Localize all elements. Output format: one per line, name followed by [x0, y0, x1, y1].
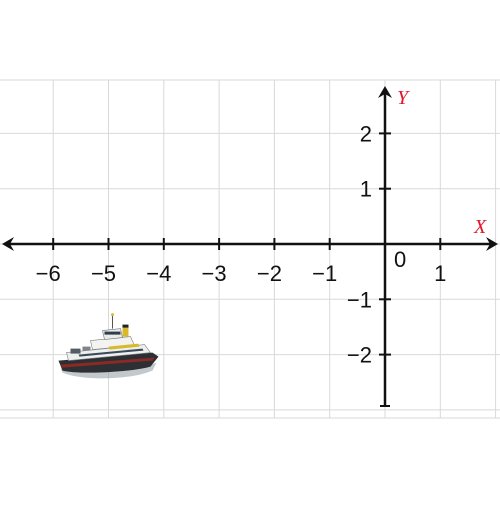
y-tick-label: −1 [347, 287, 372, 312]
origin-label: 0 [394, 247, 406, 272]
y-axis-arrow-up-icon [378, 86, 392, 98]
x-axis-arrow-right-icon [486, 237, 498, 251]
y-tick-label: −2 [347, 343, 372, 368]
tick-labels: −6 −5 −4 −3 −2 −1 1 2 1 −1 −2 [36, 121, 447, 367]
x-tick-label: −5 [91, 261, 116, 286]
x-tick-label: −4 [146, 261, 171, 286]
x-tick-label: 1 [434, 261, 446, 286]
y-tick-label: 1 [360, 177, 372, 202]
y-axis-label: Y [397, 87, 410, 109]
x-tick-label: −2 [257, 261, 282, 286]
x-axis-label: X [473, 216, 487, 238]
x-tick-label: −3 [202, 261, 227, 286]
y-tick-label: 2 [360, 121, 372, 146]
ticks [52, 132, 442, 356]
x-tick-label: −6 [36, 261, 61, 286]
x-axis-arrow-left-icon [2, 237, 14, 251]
ferry-boat-icon [58, 313, 159, 379]
axes [2, 86, 498, 407]
x-tick-label: −1 [312, 261, 337, 286]
